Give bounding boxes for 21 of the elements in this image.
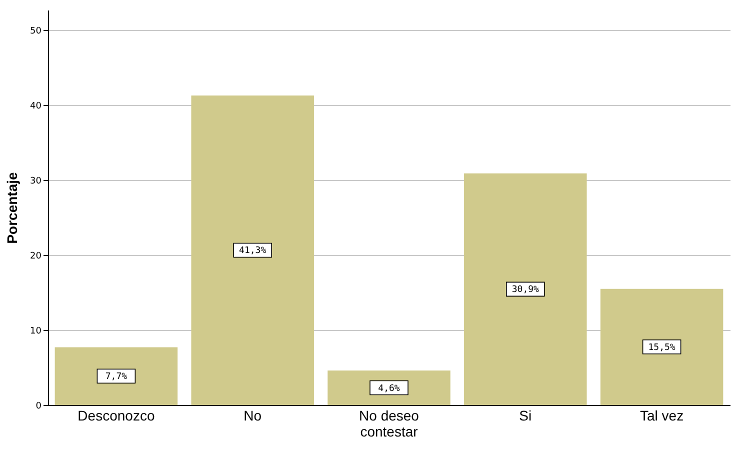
data-label: 15,5% [648,342,676,353]
y-tick-label: 30 [30,176,42,187]
data-label: 7,7% [105,372,128,382]
bar [600,288,724,405]
data-label: 30,9% [512,285,540,296]
x-tick-label: Tal vez [640,408,684,424]
x-tick-label: Desconozco [78,408,155,424]
bar [464,173,587,405]
bar [54,347,178,405]
data-label: 41,3% [239,246,267,256]
y-tick-label: 40 [30,102,42,112]
y-tick-label: 50 [30,26,42,37]
data-label: 4,6% [378,384,400,394]
y-axis-title: Porcentaje [4,172,20,244]
x-tick-label: Si [519,408,532,424]
y-tick-label: 20 [30,252,42,262]
y-tick-label: 10 [30,326,42,337]
y-tick-label: 0 [36,402,42,412]
x-tick-label: No [244,408,262,424]
x-tick-label: No deseo contestar [359,408,420,440]
bar [191,95,314,405]
